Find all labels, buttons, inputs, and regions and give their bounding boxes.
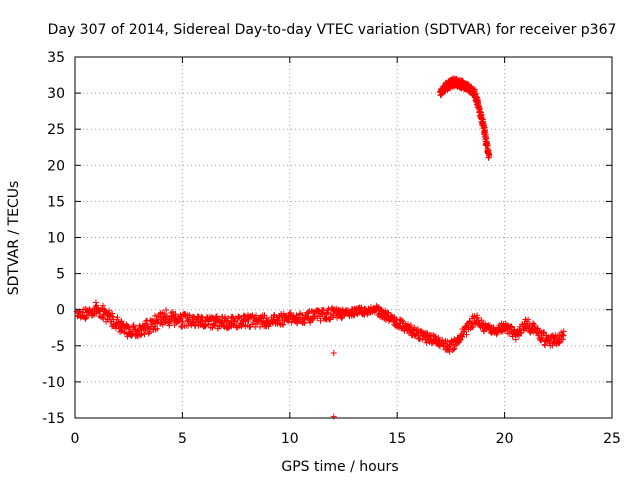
data-point [484, 140, 490, 147]
y-tick-label: 20 [47, 158, 65, 174]
data-point [102, 308, 109, 315]
data-point [179, 319, 186, 325]
data-point [225, 315, 232, 322]
x-tick-label: 0 [71, 431, 80, 447]
data-point [100, 315, 107, 322]
data-point [239, 319, 246, 325]
data-point [240, 312, 247, 319]
data-point [450, 346, 457, 353]
data-point [109, 310, 116, 317]
x-tick-label: 10 [281, 431, 299, 447]
data-point [154, 325, 161, 332]
data-point [118, 328, 125, 335]
data-point [209, 314, 216, 321]
data-point [463, 331, 470, 338]
data-point [214, 313, 220, 320]
outlier-point [330, 413, 337, 420]
data-point [317, 313, 324, 320]
data-point [323, 310, 330, 317]
data-point [560, 336, 566, 343]
data-point [456, 337, 463, 344]
y-tick-label: 30 [47, 86, 65, 102]
y-tick-label: 15 [47, 194, 65, 210]
data-point [138, 330, 145, 337]
data-point [525, 316, 532, 323]
data-point [100, 302, 106, 309]
data-point [338, 315, 345, 322]
data-point [540, 329, 547, 336]
data-point [325, 305, 332, 312]
data-point [512, 336, 519, 343]
data-point [559, 331, 566, 338]
data-point [411, 324, 418, 331]
chart-title: Day 307 of 2014, Sidereal Day-to-day VTE… [48, 22, 617, 38]
x-tick-label: 20 [496, 431, 514, 447]
data-point [358, 304, 365, 311]
data-points [73, 75, 567, 420]
data-point [560, 328, 567, 335]
data-point [163, 307, 170, 313]
data-point [280, 321, 287, 328]
y-tick-label: 10 [47, 231, 65, 247]
y-tick-label: -15 [42, 411, 65, 427]
data-point [475, 317, 482, 324]
data-point [152, 312, 158, 319]
data-point [235, 313, 242, 320]
x-tick-label: 15 [388, 431, 406, 447]
y-axis-label: SDTVAR / TECUs [6, 181, 22, 296]
data-point [82, 315, 89, 322]
y-tick-label: 25 [47, 122, 65, 138]
x-axis-label: GPS time / hours [281, 459, 398, 475]
data-point [253, 312, 259, 319]
data-point [407, 322, 414, 329]
data-point [539, 335, 546, 341]
data-point [471, 88, 478, 95]
data-point [470, 323, 477, 330]
data-point [141, 331, 148, 338]
data-point [451, 345, 458, 352]
axis-ticks: 0 5 10 15 20 25 -15 -10 -5 0 5 10 15 20 25 30 35 [42, 50, 621, 447]
data-point [389, 315, 396, 322]
data-point [486, 153, 492, 159]
data-point [530, 320, 536, 327]
data-point [95, 307, 102, 314]
y-tick-label: -10 [42, 375, 65, 391]
y-tick-label: 0 [56, 303, 65, 319]
data-point [92, 299, 99, 306]
data-point [95, 304, 102, 311]
x-tick-label: 25 [603, 431, 621, 447]
y-tick-label: 5 [56, 267, 65, 283]
data-point [294, 320, 300, 327]
data-point [106, 307, 113, 314]
data-point [212, 322, 219, 329]
outlier-point [330, 350, 337, 356]
data-point [478, 317, 485, 324]
data-point [288, 319, 295, 326]
data-point [516, 333, 522, 339]
x-tick-label: 5 [178, 431, 187, 447]
data-point [231, 318, 238, 325]
data-point [172, 311, 179, 317]
data-point [118, 318, 125, 325]
data-point [124, 333, 131, 340]
data-point [474, 314, 481, 321]
data-point [198, 314, 205, 320]
y-tick-label: -5 [51, 339, 65, 355]
data-point [257, 323, 264, 330]
y-tick-label: 35 [47, 50, 65, 66]
data-point [144, 321, 151, 328]
data-point [202, 322, 209, 329]
